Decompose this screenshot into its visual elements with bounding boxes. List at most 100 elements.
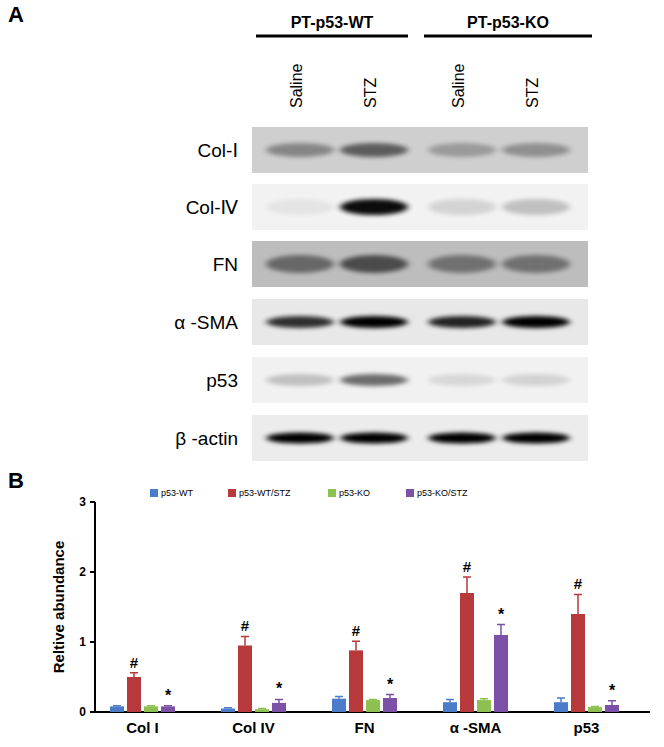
legend-label: p53-WT [161, 488, 194, 498]
lane-label: STZ [362, 78, 379, 108]
error-bar [130, 673, 138, 677]
bar [255, 709, 269, 712]
blot-strip [252, 127, 588, 173]
error-bar [574, 594, 582, 614]
y-axis-label: Reltive abundance [50, 541, 67, 674]
x-tick-label: FN [355, 719, 375, 736]
error-bar [446, 699, 454, 702]
significance-mark: * [387, 676, 394, 693]
panel-label: B [8, 468, 24, 493]
bar [366, 700, 380, 712]
blot-band [266, 199, 334, 215]
blot-band [502, 199, 570, 215]
error-bar [241, 636, 249, 645]
legend-swatch [150, 489, 158, 497]
error-bar [352, 641, 360, 650]
bar [144, 706, 158, 712]
bar [460, 593, 474, 712]
x-tick-label: Col I [126, 719, 159, 736]
error-bar [369, 699, 377, 701]
bar [443, 702, 457, 712]
group-underline [256, 35, 408, 38]
error-bar [224, 707, 232, 709]
significance-mark: # [463, 558, 472, 575]
blot-band [266, 143, 334, 157]
significance-mark: * [498, 606, 505, 623]
blot-band [340, 433, 408, 444]
y-tick-label: 3 [79, 495, 86, 509]
error-bar [386, 695, 394, 699]
bar [332, 699, 346, 712]
figure: APT-p53-WTPT-p53-KOSalineSTZSalineSTZCol… [0, 0, 664, 747]
error-bar [497, 625, 505, 636]
error-bar [147, 705, 155, 707]
error-bar [275, 699, 283, 703]
group-label: PT-p53-WT [291, 14, 374, 31]
significance-mark: * [276, 680, 283, 697]
blot-row-label: α -SMA [174, 312, 238, 333]
blot-band [340, 255, 408, 273]
blot-band [502, 316, 570, 328]
bar [110, 706, 124, 712]
blot-band [502, 255, 570, 273]
bar [221, 709, 235, 713]
lane-label: STZ [524, 78, 541, 108]
blot-band [266, 433, 334, 444]
blot-row-label: p53 [206, 370, 238, 391]
y-tick [90, 501, 95, 503]
error-bar [335, 697, 343, 699]
legend-label: p53-WT/STZ [239, 488, 291, 498]
blot-band [428, 199, 496, 215]
bar [605, 705, 619, 712]
blot-band [502, 143, 570, 157]
blot-row-label: β -actin [175, 428, 238, 449]
x-tick-label: Col IV [232, 719, 275, 736]
blot-band [502, 433, 570, 444]
blot-band [502, 374, 570, 386]
bar [383, 698, 397, 712]
blot-band [340, 374, 408, 386]
blot-row-label: Col-Ⅰ [198, 140, 238, 161]
y-tick [90, 571, 95, 573]
bar [161, 706, 175, 712]
blot-row-label: Col-Ⅳ [186, 197, 239, 218]
lane-label: Saline [450, 63, 467, 108]
bar [588, 707, 602, 712]
blot-strip [252, 299, 588, 345]
bar [571, 614, 585, 712]
error-bar [480, 699, 488, 700]
bar [477, 700, 491, 712]
y-axis [94, 502, 96, 712]
bar [272, 703, 286, 712]
significance-mark: # [130, 654, 139, 671]
y-tick-label: 1 [79, 635, 86, 649]
legend-swatch [228, 489, 236, 497]
bars [110, 577, 619, 712]
panel-label: A [8, 2, 24, 27]
significance-mark: * [165, 687, 172, 704]
error-bar [164, 705, 172, 707]
blot-band [428, 433, 496, 444]
error-bar [258, 708, 266, 710]
error-bar [591, 706, 599, 708]
legend-swatch [328, 489, 336, 497]
y-tick [90, 641, 95, 643]
bar [349, 650, 363, 712]
legend-label: p53-KO [339, 488, 370, 498]
legend-swatch [406, 489, 414, 497]
y-tick-label: 2 [79, 565, 86, 579]
x-tick-label: p53 [574, 719, 600, 736]
blot-strip [252, 415, 588, 461]
blot-band [340, 143, 408, 157]
blot-band [340, 199, 408, 215]
significance-mark: # [574, 575, 583, 592]
bar [127, 677, 141, 712]
blot-band [428, 255, 496, 273]
y-tick-label: 0 [79, 705, 86, 719]
blot-band [266, 255, 334, 273]
blot-band [428, 143, 496, 157]
bar [238, 646, 252, 713]
bar [494, 635, 508, 712]
blot-strip [252, 357, 588, 403]
error-bar [557, 698, 565, 702]
